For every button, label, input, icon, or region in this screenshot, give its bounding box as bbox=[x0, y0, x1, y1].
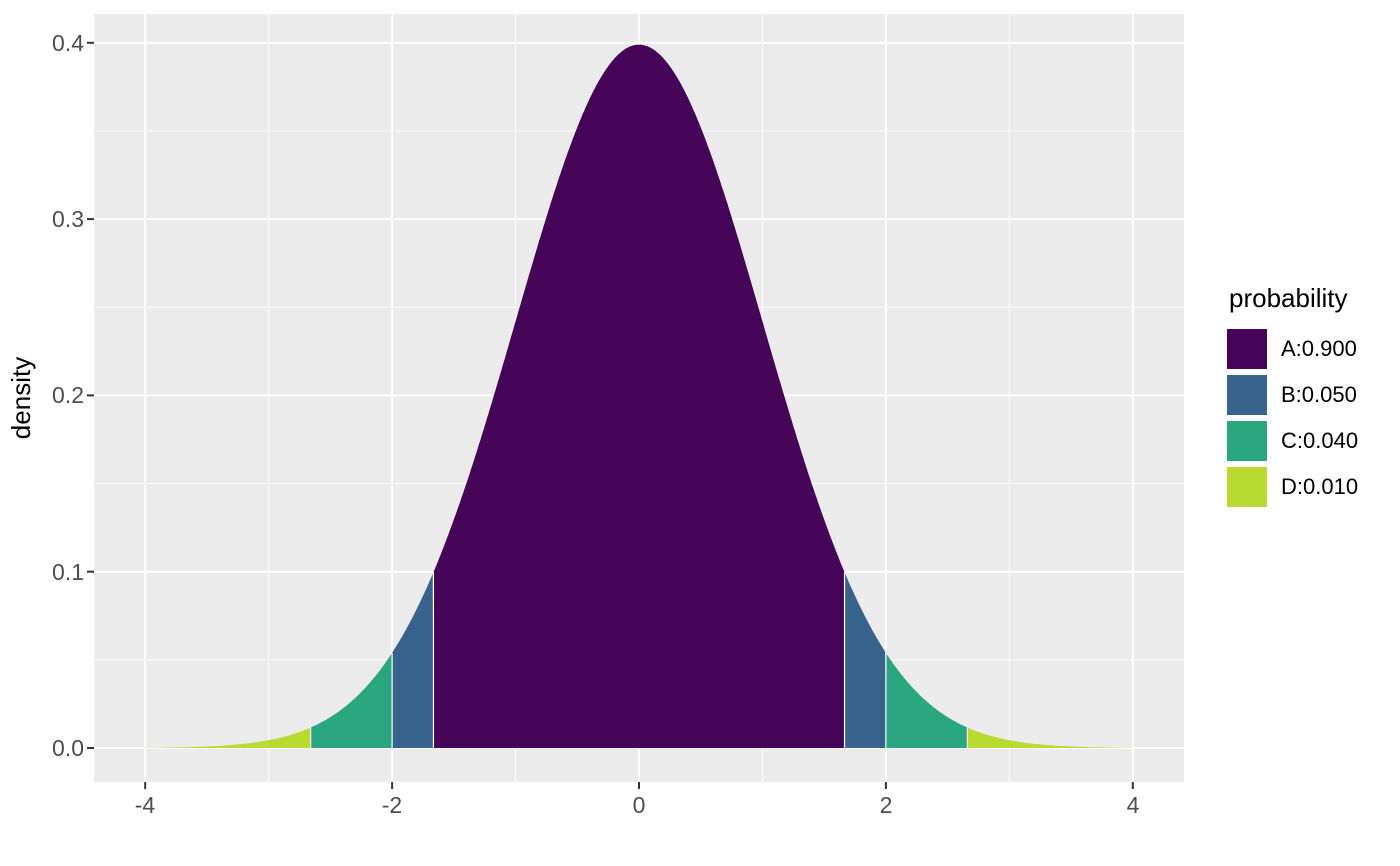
legend-label-d: D:0.010 bbox=[1281, 474, 1359, 499]
legend-key-d bbox=[1227, 467, 1267, 507]
y-tick-label-0.2: 0.2 bbox=[52, 382, 84, 408]
legend: probability A:0.900 B:0.050 C:0.040 D:0.… bbox=[1227, 283, 1400, 513]
density-region-d bbox=[145, 727, 311, 748]
y-tick-label-0.4: 0.4 bbox=[52, 30, 84, 56]
legend-key-b bbox=[1227, 375, 1267, 415]
legend-label-a: A:0.900 bbox=[1281, 336, 1357, 361]
y-tick-label-0.3: 0.3 bbox=[52, 206, 84, 232]
legend-item-c: C:0.040 bbox=[1227, 421, 1400, 461]
legend-key-a bbox=[1227, 329, 1267, 369]
legend-key-c bbox=[1227, 421, 1267, 461]
legend-label-c: C:0.040 bbox=[1281, 428, 1359, 453]
legend-item-b: B:0.050 bbox=[1227, 375, 1400, 415]
x-tick-label-2: 2 bbox=[880, 792, 893, 818]
y-axis-title: density bbox=[6, 357, 36, 439]
plot-dynamic-layer bbox=[87, 14, 1184, 789]
density-region-c bbox=[310, 652, 393, 748]
density-region-c bbox=[885, 652, 968, 748]
density-region-b bbox=[844, 572, 886, 748]
x-tick-label-4: 4 bbox=[1127, 792, 1140, 818]
y-tick-label-0.0: 0.0 bbox=[52, 735, 84, 761]
legend-title: probability bbox=[1229, 283, 1348, 313]
y-tick-label-0.1: 0.1 bbox=[52, 559, 84, 585]
density-region-b bbox=[392, 573, 434, 748]
density-region-a bbox=[433, 44, 845, 748]
legend-label-b: B:0.050 bbox=[1281, 382, 1357, 407]
x-tick-label--4: -4 bbox=[135, 792, 156, 818]
density-region-d bbox=[967, 727, 1133, 748]
x-tick-label-0: 0 bbox=[633, 792, 646, 818]
x-tick-label--2: -2 bbox=[382, 792, 402, 818]
legend-item-a: A:0.900 bbox=[1227, 329, 1400, 369]
legend-item-d: D:0.010 bbox=[1227, 467, 1400, 507]
